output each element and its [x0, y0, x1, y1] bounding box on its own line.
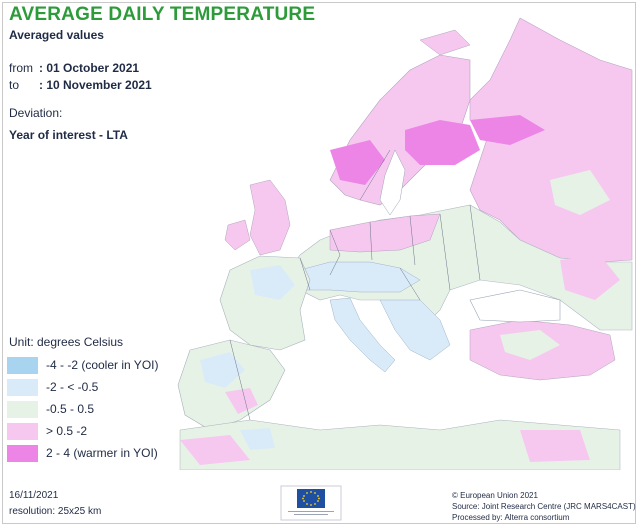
legend-item: -4 - -2 (cooler in YOI): [7, 355, 158, 375]
map-title: AVERAGE DAILY TEMPERATURE: [9, 4, 316, 25]
legend-label: -0.5 - 0.5: [46, 402, 95, 416]
map-subtitle: Averaged values: [9, 28, 104, 42]
legend: Unit: degrees Celsius -4 - -2 (cooler in…: [7, 335, 158, 465]
footer-source: Source: Joint Research Centre (JRC MARS4…: [452, 502, 636, 511]
to-label: to: [9, 78, 20, 92]
legend-item: -0.5 - 0.5: [7, 399, 158, 419]
footer-processed: Processed by: Alterra consortium: [452, 513, 570, 522]
country-borders: [229, 149, 481, 421]
legend-item: -2 - < -0.5: [7, 377, 158, 397]
period-to: to : 10 November 2021: [9, 78, 152, 92]
european-commission-logo: [280, 485, 342, 521]
temperature-deviation-map: [177, 17, 633, 470]
legend-swatch: [7, 422, 38, 440]
footer-date: 16/11/2021: [9, 490, 59, 501]
legend-title: Unit: degrees Celsius: [9, 335, 124, 349]
legend-swatch: [7, 378, 38, 396]
footer-copyright: © European Union 2021: [452, 491, 538, 500]
land-base: [177, 17, 633, 470]
legend-swatch: [7, 356, 38, 374]
period-from: from : 01 October 2021: [9, 61, 139, 75]
legend-label: -2 - < -0.5: [46, 380, 99, 394]
legend-label: > 0.5 -2: [46, 424, 88, 438]
from-value: : 01 October 2021: [39, 61, 140, 75]
legend-swatch: [7, 444, 38, 462]
deviation-label: Deviation:: [9, 106, 63, 120]
legend-label: -4 - -2 (cooler in YOI): [46, 358, 159, 372]
legend-item: 2 - 4 (warmer in YOI): [7, 443, 158, 463]
legend-label: 2 - 4 (warmer in YOI): [46, 446, 158, 460]
legend-swatch: [7, 400, 38, 418]
deviation-value: Year of interest - LTA: [9, 128, 128, 142]
footer-resolution: resolution: 25x25 km: [9, 506, 102, 517]
legend-item: > 0.5 -2: [7, 421, 158, 441]
to-value: : 10 November 2021: [39, 78, 152, 92]
from-label: from: [9, 61, 33, 75]
